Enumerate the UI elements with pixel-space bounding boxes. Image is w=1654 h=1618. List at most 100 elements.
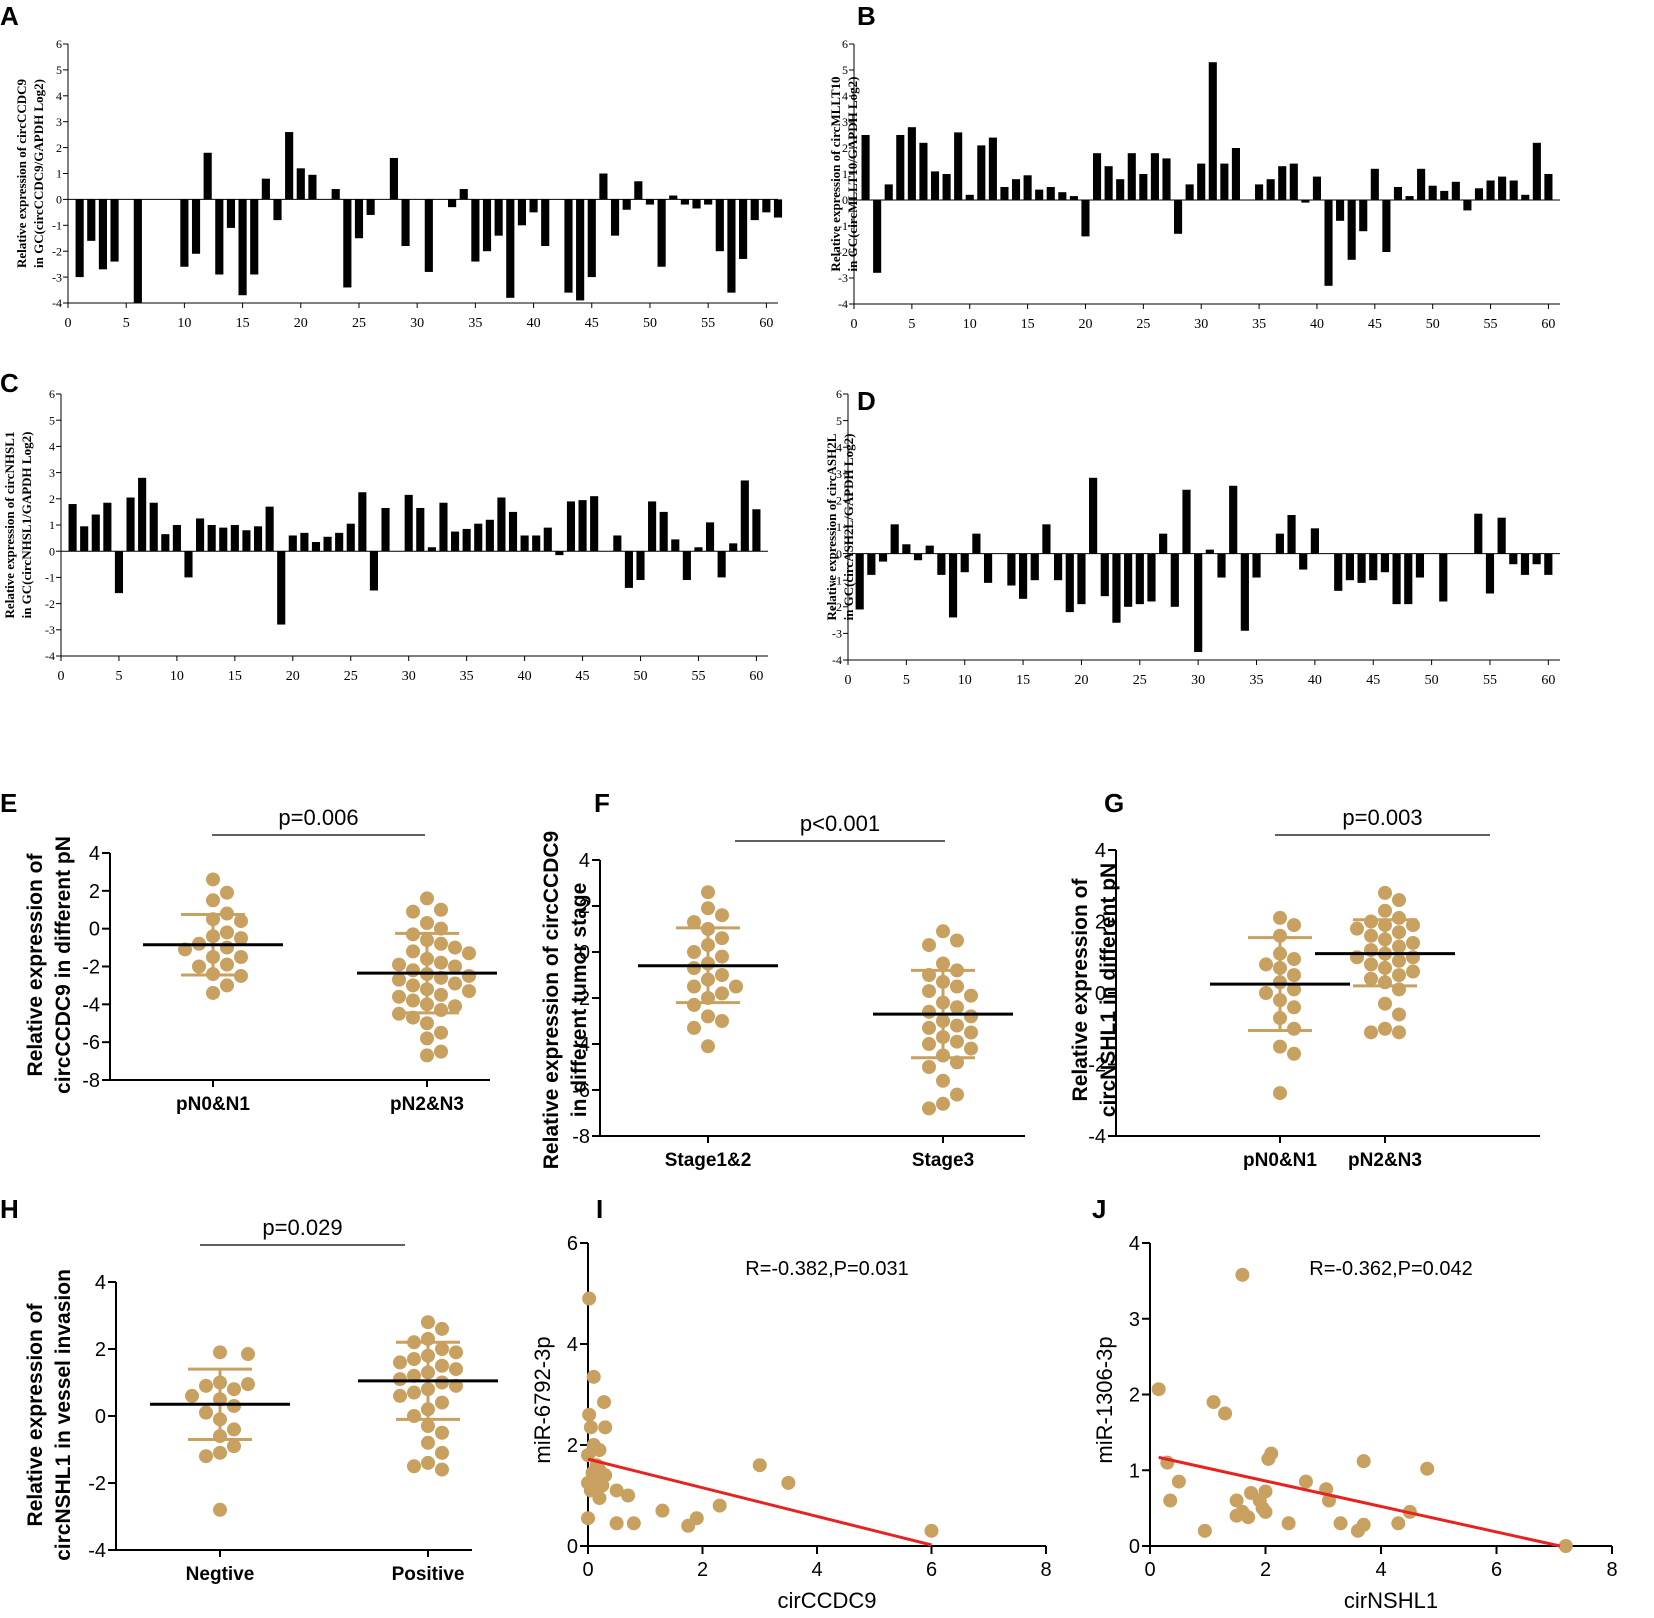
bar: [277, 551, 286, 625]
y-tick-label: 2: [842, 141, 848, 155]
x-tick-label: 2: [1260, 1559, 1271, 1581]
data-point: [213, 1502, 227, 1517]
x-tick-label: 60: [749, 669, 763, 684]
data-point: [1273, 1039, 1287, 1054]
data-point: [586, 1369, 601, 1384]
bar: [599, 173, 608, 200]
data-point: [964, 988, 978, 1003]
data-point: [392, 972, 406, 987]
bar: [1229, 485, 1238, 554]
data-point: [626, 1516, 641, 1531]
y-tick-label: 5: [842, 63, 848, 77]
x-tick-label: 0: [845, 673, 852, 688]
data-point: [701, 901, 715, 916]
data-point: [582, 1407, 597, 1422]
bar: [541, 199, 550, 247]
y-tick-label: 4: [1095, 840, 1106, 862]
bar: [253, 526, 263, 552]
y-tick-label: -3: [52, 270, 62, 284]
bar: [482, 199, 492, 252]
bar: [288, 535, 297, 552]
dot-plot-f: -8 -6 -4 -2 0 2 4 Stage1&2 Stage3 p<0.001 Relative…: [540, 811, 1025, 1171]
bar: [98, 199, 107, 270]
bar: [1208, 62, 1217, 201]
bar: [1135, 553, 1144, 605]
x-tick-label: 5: [903, 673, 910, 688]
data-point: [1406, 918, 1420, 933]
dot-plot-h: -4 -2 0 2 4 Negtive Positive p=0.029 Relative ex…: [24, 1215, 498, 1585]
x-tick-label: 30: [1191, 673, 1205, 688]
x-axis-label: cirCCDC9: [778, 1588, 877, 1613]
panel-letter-g: G: [1104, 788, 1124, 818]
bar: [416, 507, 425, 552]
data-point: [420, 1016, 434, 1031]
data-point: [434, 936, 448, 951]
data-point: [655, 1503, 670, 1518]
x-tick-label: 10: [170, 669, 184, 684]
bar: [1474, 513, 1483, 554]
bar: [576, 199, 585, 301]
data-point: [421, 1315, 435, 1330]
data-point: [715, 949, 729, 964]
bar: [1147, 553, 1156, 602]
x-tick-label: 15: [1016, 673, 1030, 688]
bar: [103, 502, 112, 552]
data-point: [392, 989, 406, 1004]
x-tick-label: 20: [286, 669, 300, 684]
bar: [972, 533, 981, 554]
data-point: [1287, 1021, 1301, 1036]
data-point: [1298, 1474, 1313, 1489]
x-tick-label: 15: [228, 669, 242, 684]
x-tick-label: 0: [582, 1559, 593, 1581]
y-tick-label: -1: [52, 219, 62, 233]
data-point: [1273, 928, 1287, 943]
data-point: [1287, 1000, 1301, 1015]
bar: [566, 501, 576, 552]
y-tick-label: 0: [56, 193, 62, 207]
x-tick-label: 60: [759, 316, 773, 331]
y-axis-label: in GC(circASH2L/GAPDH Log2): [841, 434, 856, 621]
bar: [1369, 553, 1378, 581]
bar: [358, 492, 367, 552]
y-axis-label: Relative expression of circNHSL1: [2, 432, 17, 619]
bar: [937, 553, 946, 575]
bar: [1334, 553, 1343, 591]
bar: [645, 199, 655, 205]
data-point: [950, 979, 964, 994]
x-tick-label: 15: [1021, 317, 1035, 332]
dot-plot-e: -8 -6 -4 -2 0 2 4 pN0&N1 pN2&N3 p=0.006 Relative e…: [24, 805, 497, 1115]
bar: [890, 524, 899, 554]
data-point: [1151, 1382, 1166, 1397]
data-point: [420, 915, 434, 930]
bar: [1380, 553, 1390, 573]
p-value-label: p<0.001: [800, 811, 880, 836]
data-point: [199, 1449, 213, 1464]
bar: [161, 534, 170, 552]
bar: [300, 532, 309, 552]
bar: [750, 199, 759, 221]
bar: [1532, 142, 1541, 200]
bar: [1042, 524, 1051, 554]
bar: [867, 553, 876, 575]
y-tick-label: 5: [56, 63, 62, 77]
bar: [1520, 553, 1530, 575]
data-point: [1287, 918, 1301, 933]
bar: [1532, 553, 1541, 565]
bar: [494, 199, 503, 236]
data-point: [1364, 957, 1378, 972]
bar: [439, 502, 448, 552]
data-point: [234, 914, 248, 929]
bar: [242, 530, 251, 552]
data-point: [950, 1087, 964, 1102]
x-tick-label: 10: [177, 316, 191, 331]
data-point: [1235, 1267, 1250, 1282]
bar: [1092, 153, 1102, 200]
bar: [1359, 200, 1368, 232]
data-point: [448, 999, 462, 1014]
data-point: [1333, 1516, 1348, 1531]
x-axis-label: cirNSHL1: [1344, 1588, 1438, 1613]
bar: [610, 199, 620, 236]
bar: [184, 551, 193, 578]
y-tick-label: -4: [572, 1034, 590, 1056]
